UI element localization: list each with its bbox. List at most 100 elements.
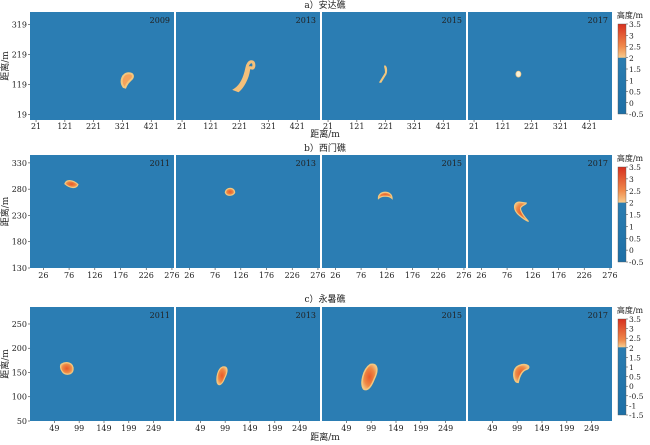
colorbar-tick-label: 0 [629,246,634,255]
x-tick-label: 99 [366,424,376,433]
reef-shape [513,363,530,384]
x-tick-label: 21 [177,122,187,131]
x-tick-label: 199 [559,424,574,433]
year-label: 2013 [296,16,316,25]
panel-2013: 2013 49 99 149 199 249 [176,307,320,433]
colorbar-label: 高度/m [617,10,644,20]
x-tick-label: 21 [31,122,41,131]
colorbar-tick-label: 2 [629,54,634,63]
colorbar-tick-label: 1.5 [629,353,641,362]
reef-shape [361,363,378,391]
panel-background [176,155,320,268]
year-label: 2009 [150,16,170,25]
y-tick-label: 50 [17,417,27,426]
colorbar-tick-label: 0.5 [629,234,641,243]
x-tick-label: 249 [438,424,453,433]
reef-shape [224,187,236,196]
y-axis-label: 距离/m [0,349,11,379]
year-label: 2015 [442,159,462,168]
x-tick-label: 176 [551,271,566,280]
year-label: 2015 [442,311,462,320]
panel-background [468,12,612,120]
x-tick-label: 126 [379,271,394,280]
colorbar-tick-label: -1 [629,401,636,410]
x-tick-label: 126 [87,271,102,280]
panel-2017: 2017 26 76 126 176 226 276 [468,155,618,280]
colorbar-tick-label: 1 [629,222,634,231]
x-tick-label: 276 [310,271,325,280]
x-tick-label: 221 [378,122,393,131]
x-tick-label: 121 [203,122,218,131]
year-label: 2011 [150,159,170,168]
year-label: 2011 [150,311,170,320]
y-tick-label: 19 [17,110,27,119]
colorbar-tick-label: -1.5 [629,411,644,420]
x-tick-label: 321 [407,122,422,131]
panel-2015: 2015 21 121 221 321 421 [322,12,466,131]
x-axis-label: 距离/m [310,128,340,140]
x-tick-label: 121 [495,122,510,131]
y-tick-label: 280 [12,185,27,194]
y-tick-label: 319 [12,20,27,29]
x-tick-label: 126 [233,271,248,280]
colorbar-tick-label: 3 [629,325,634,334]
colorbar-tick-label: 2.5 [629,334,641,343]
x-tick-label: 49 [487,424,497,433]
colorbar-tick-label: 3 [629,175,634,184]
x-tick-label: 121 [57,122,72,131]
x-tick-label: 176 [113,271,128,280]
x-tick-label: 149 [96,424,111,433]
colorbar-tick-label: 3.5 [629,163,641,172]
x-tick-label: 249 [292,424,307,433]
panel-2015: 2015 49 99 149 199 249 [322,307,466,433]
x-tick-label: 226 [285,271,300,280]
x-tick-label: 321 [261,122,276,131]
colorbar-tick-label: 3.5 [629,20,641,29]
x-tick-label: 76 [64,271,74,280]
x-tick-label: 149 [388,424,403,433]
reef-shape [378,65,388,83]
x-tick-label: 199 [413,424,428,433]
x-tick-label: 26 [476,271,486,280]
x-tick-label: 226 [577,271,592,280]
y-tick-label: 330 [12,159,27,168]
year-label: 2017 [588,311,608,320]
x-axis-label: 距离/m [310,431,340,443]
x-tick-label: 226 [139,271,154,280]
panel-background [322,307,466,421]
colorbar-tick-label: 0 [629,382,634,391]
x-tick-label: 76 [502,271,512,280]
x-tick-label: 26 [38,271,48,280]
panel-2011: 2011 26 76 126 176 226 276 130 180 230 280 330 [12,155,180,280]
x-tick-label: 126 [525,271,540,280]
x-tick-label: 26 [330,271,340,280]
colorbar [617,166,627,263]
panel-background [30,307,174,421]
y-tick-label: 150 [12,368,27,377]
y-tick-label: 100 [12,393,27,402]
panel-background [322,12,466,120]
x-tick-label: 249 [146,424,161,433]
chart-title: b）西门礁 [304,142,346,154]
reef-shape [59,362,74,375]
panel-2013: 2013 26 76 126 176 226 276 [176,155,326,280]
x-tick-label: 199 [267,424,282,433]
x-tick-label: 99 [220,424,230,433]
x-tick-label: 76 [210,271,220,280]
colorbar-label: 高度/m [617,305,644,315]
panel-2011: 2011 49 99 149 199 249 50 100 150 200 250 [12,307,174,433]
x-tick-label: 21 [323,122,333,131]
colorbar-tick-label: 1 [629,76,634,85]
y-tick-label: 200 [12,344,27,353]
colorbar [617,23,627,115]
reef-shape [513,201,530,223]
colorbar-tick-label: 1 [629,363,634,372]
x-tick-label: 226 [431,271,446,280]
panel-2009: 2009 21 121 221 321 421 19 119 219 319 [12,12,174,131]
panel-background [322,155,466,268]
x-tick-label: 99 [74,424,84,433]
reef-shape [377,191,393,200]
x-tick-label: 249 [584,424,599,433]
colorbar-tick-label: 1.5 [629,65,641,74]
reef-shape [515,70,522,78]
